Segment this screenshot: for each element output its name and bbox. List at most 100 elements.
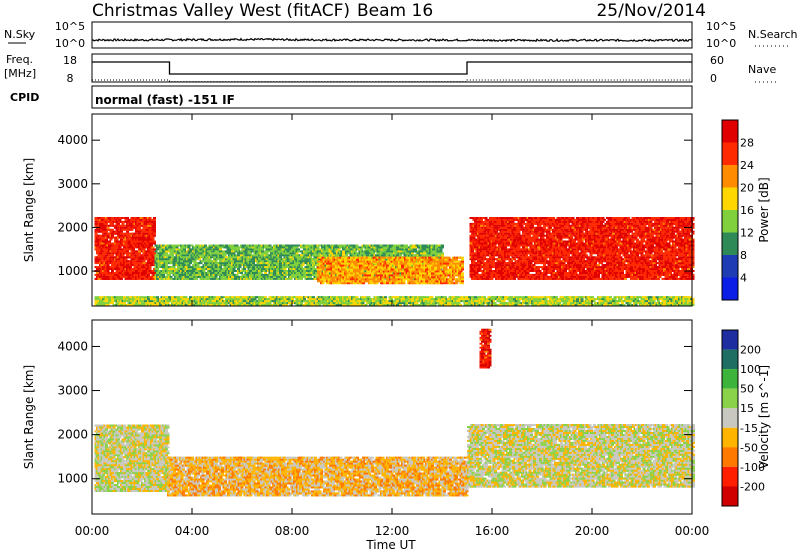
power-cell xyxy=(460,270,463,272)
power-cell xyxy=(290,278,293,280)
power-cell xyxy=(117,223,120,225)
power-cell xyxy=(101,217,104,219)
power-cell xyxy=(116,272,119,274)
power-cell xyxy=(113,272,116,274)
power-cell xyxy=(254,248,257,250)
power-cell xyxy=(95,221,98,223)
power-cell xyxy=(342,248,345,250)
power-cell xyxy=(153,227,156,229)
power-cell xyxy=(451,261,454,263)
power-cell xyxy=(170,276,173,278)
power-cell xyxy=(215,250,218,252)
power-cell xyxy=(402,246,405,248)
power-cell xyxy=(102,241,105,243)
power-cell xyxy=(117,231,120,233)
power-cell xyxy=(445,267,448,269)
power-cell xyxy=(398,265,401,267)
power-cell xyxy=(149,225,152,227)
power-cell xyxy=(402,250,405,252)
power-cell xyxy=(213,252,216,254)
power-cell xyxy=(179,266,182,268)
power-cell xyxy=(323,280,326,282)
power-cell xyxy=(328,263,331,265)
power-cell xyxy=(416,278,419,280)
power-cell xyxy=(319,263,322,265)
power-cell xyxy=(279,256,282,258)
power-cell xyxy=(442,261,445,263)
power-cell xyxy=(176,245,179,247)
power-cell xyxy=(177,252,180,254)
power-cell xyxy=(314,270,317,272)
freq-left-tick-top: 18 xyxy=(63,54,77,67)
power-cell xyxy=(153,223,156,225)
power-cell xyxy=(442,270,445,272)
power-cell xyxy=(170,278,173,280)
power-cell xyxy=(99,241,102,243)
power-cell xyxy=(341,280,344,282)
power-cell xyxy=(389,272,392,274)
power-cell xyxy=(101,237,104,239)
power-cell xyxy=(344,257,347,259)
power-cell xyxy=(435,246,438,248)
date-title: 25/Nov/2014 xyxy=(596,1,706,21)
power-cell xyxy=(140,217,143,219)
power-cell xyxy=(150,241,153,243)
power-cell xyxy=(344,267,347,269)
power-cell xyxy=(140,219,143,221)
power-cell xyxy=(183,248,186,250)
power-cell xyxy=(209,266,212,268)
power-cell xyxy=(332,269,335,271)
power-cell xyxy=(266,274,269,276)
power-cell xyxy=(222,268,225,270)
power-cell xyxy=(354,250,357,252)
power-cell xyxy=(440,267,443,269)
freq-right-tick-top: 60 xyxy=(710,54,724,67)
power-cell xyxy=(441,252,444,254)
power-cell xyxy=(379,267,382,269)
power-cell xyxy=(111,229,114,231)
power-cell xyxy=(206,262,209,264)
power-cell xyxy=(107,274,110,276)
power-cell xyxy=(206,248,209,250)
power-cell xyxy=(347,252,350,254)
power-cell xyxy=(420,252,423,254)
noise-trace xyxy=(92,39,692,42)
power-cell xyxy=(288,245,291,247)
power-cell xyxy=(332,274,335,276)
power-cell xyxy=(439,269,442,271)
power-cell xyxy=(287,250,290,252)
power-cell xyxy=(431,269,434,271)
power-cell xyxy=(114,245,117,247)
power-cell xyxy=(322,269,325,271)
power-cell xyxy=(150,272,153,274)
power-cell xyxy=(105,254,108,256)
power-cell xyxy=(189,274,192,276)
power-cell xyxy=(273,264,276,266)
power-cell xyxy=(439,276,442,278)
power-cell xyxy=(237,256,240,258)
power-cell xyxy=(446,263,449,265)
power-cell xyxy=(111,235,114,237)
power-cell xyxy=(240,272,243,274)
power-cell xyxy=(125,278,128,280)
power-cell xyxy=(134,266,137,268)
power-cell xyxy=(131,229,134,231)
power-cell xyxy=(362,252,365,254)
chart-figure: Christmas Valley West (fitACF) Beam 16 2… xyxy=(0,0,800,554)
power-cell xyxy=(382,259,385,261)
power-cell xyxy=(386,261,389,263)
power-cell xyxy=(329,250,332,252)
power-cell xyxy=(101,264,104,266)
power-cell xyxy=(424,274,427,276)
power-cell xyxy=(185,252,188,254)
power-cell xyxy=(317,272,320,274)
power-cell xyxy=(285,270,288,272)
power-cell xyxy=(129,274,132,276)
power-cell xyxy=(415,272,418,274)
power-cell xyxy=(287,258,290,260)
power-cell xyxy=(153,243,156,245)
power-cell xyxy=(138,250,141,252)
power-cell xyxy=(325,270,328,272)
power-cell xyxy=(131,250,134,252)
power-cell xyxy=(346,269,349,271)
